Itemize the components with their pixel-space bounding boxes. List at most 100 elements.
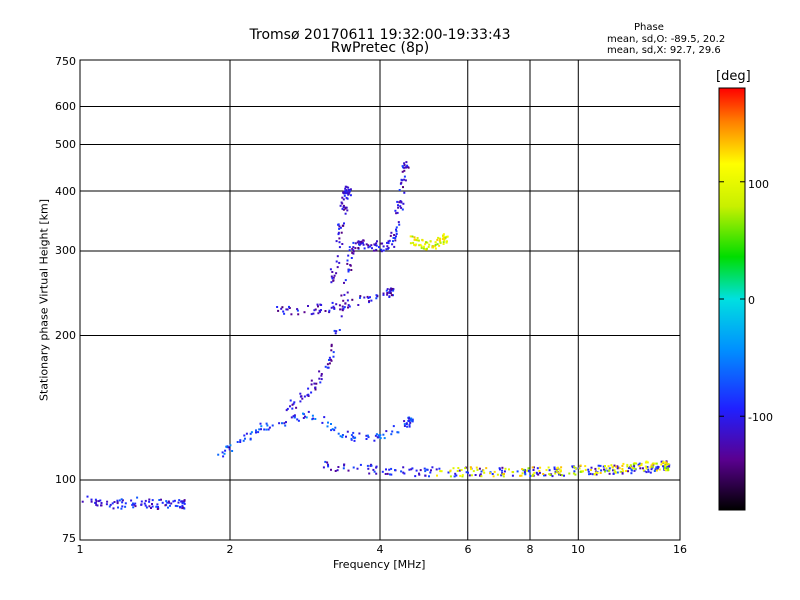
echo-point bbox=[333, 274, 336, 277]
echo-point bbox=[338, 225, 341, 228]
echo-point bbox=[608, 469, 611, 472]
echo-point bbox=[319, 310, 321, 313]
echo-point bbox=[403, 191, 406, 194]
echo-point bbox=[258, 428, 261, 431]
echo-point bbox=[407, 420, 410, 423]
echo-point bbox=[432, 245, 435, 248]
echo-point bbox=[390, 287, 392, 290]
echo-point bbox=[328, 309, 331, 312]
echo-point bbox=[418, 473, 421, 476]
echo-point bbox=[396, 211, 399, 214]
echo-point bbox=[378, 246, 380, 249]
echo-point bbox=[554, 472, 557, 475]
echo-point bbox=[358, 244, 361, 247]
echo-point bbox=[512, 471, 515, 474]
echo-point bbox=[157, 506, 159, 508]
echo-point bbox=[156, 508, 159, 510]
echo-point bbox=[286, 407, 289, 410]
echo-point bbox=[357, 247, 360, 249]
echo-point bbox=[318, 309, 321, 312]
echo-point bbox=[344, 212, 347, 215]
echo-point bbox=[166, 501, 169, 504]
echo-point bbox=[297, 419, 300, 422]
echo-point bbox=[386, 245, 389, 248]
echo-point bbox=[475, 466, 478, 469]
echo-point bbox=[90, 498, 93, 501]
echo-point bbox=[440, 470, 443, 473]
echo-point bbox=[409, 242, 412, 245]
echo-point bbox=[326, 363, 329, 366]
echo-point bbox=[408, 425, 411, 428]
echo-point bbox=[594, 467, 597, 470]
echo-point bbox=[615, 465, 618, 468]
echo-point bbox=[402, 471, 405, 474]
echo-point bbox=[470, 474, 473, 477]
echo-point bbox=[403, 425, 406, 427]
echo-point bbox=[338, 246, 341, 249]
echo-point bbox=[278, 422, 281, 425]
echo-point bbox=[346, 192, 349, 195]
echo-point bbox=[111, 502, 114, 505]
echo-point bbox=[655, 462, 658, 465]
echo-point bbox=[406, 164, 409, 167]
echo-point bbox=[419, 243, 422, 246]
echo-point bbox=[366, 295, 369, 298]
echo-point bbox=[324, 365, 327, 368]
echo-point bbox=[411, 418, 414, 421]
echo-point bbox=[436, 474, 438, 477]
echo-point bbox=[524, 469, 526, 472]
echo-point bbox=[376, 240, 378, 243]
echo-point bbox=[250, 431, 253, 434]
echo-point bbox=[339, 308, 342, 311]
echo-point bbox=[342, 307, 345, 310]
echo-point bbox=[522, 468, 525, 471]
echo-point bbox=[391, 294, 393, 297]
echo-point bbox=[602, 465, 605, 468]
echo-point bbox=[386, 293, 389, 296]
echo-point bbox=[151, 503, 153, 505]
echo-point bbox=[344, 302, 347, 305]
echo-point bbox=[223, 452, 226, 455]
echo-point bbox=[306, 394, 309, 397]
echo-point bbox=[655, 469, 658, 472]
echo-point bbox=[647, 470, 650, 473]
echo-point bbox=[621, 472, 624, 475]
echo-point bbox=[401, 165, 404, 168]
echo-point bbox=[380, 248, 383, 251]
echo-point bbox=[305, 416, 308, 419]
echo-point bbox=[528, 470, 531, 473]
echo-point bbox=[367, 467, 370, 470]
echo-point bbox=[143, 502, 146, 505]
echo-point bbox=[366, 434, 369, 437]
echo-point bbox=[646, 466, 649, 468]
echo-point bbox=[335, 260, 338, 263]
echo-point bbox=[337, 223, 340, 226]
echo-point bbox=[339, 435, 342, 438]
echo-point bbox=[330, 306, 333, 309]
echo-point bbox=[401, 179, 404, 182]
echo-point bbox=[556, 466, 559, 469]
echo-point bbox=[579, 470, 582, 473]
echo-point bbox=[342, 208, 345, 211]
echo-point bbox=[296, 309, 299, 312]
echo-point bbox=[611, 466, 614, 469]
echo-point bbox=[337, 233, 340, 236]
echo-point bbox=[290, 416, 293, 419]
echo-point bbox=[573, 470, 576, 473]
x-tick-label: 4 bbox=[376, 543, 384, 556]
echo-point bbox=[411, 467, 414, 470]
echo-point bbox=[351, 247, 354, 250]
echo-point bbox=[599, 471, 602, 474]
echo-point bbox=[549, 474, 552, 476]
echo-point bbox=[411, 420, 414, 423]
echo-point bbox=[439, 241, 442, 244]
echo-point bbox=[331, 271, 334, 273]
echo-point bbox=[314, 418, 317, 420]
echo-point bbox=[348, 188, 350, 191]
echo-point bbox=[347, 270, 350, 273]
echo-point bbox=[134, 502, 137, 505]
echo-point bbox=[595, 473, 598, 476]
echo-point bbox=[164, 504, 167, 507]
echo-point bbox=[633, 464, 636, 467]
echo-point bbox=[334, 426, 337, 429]
